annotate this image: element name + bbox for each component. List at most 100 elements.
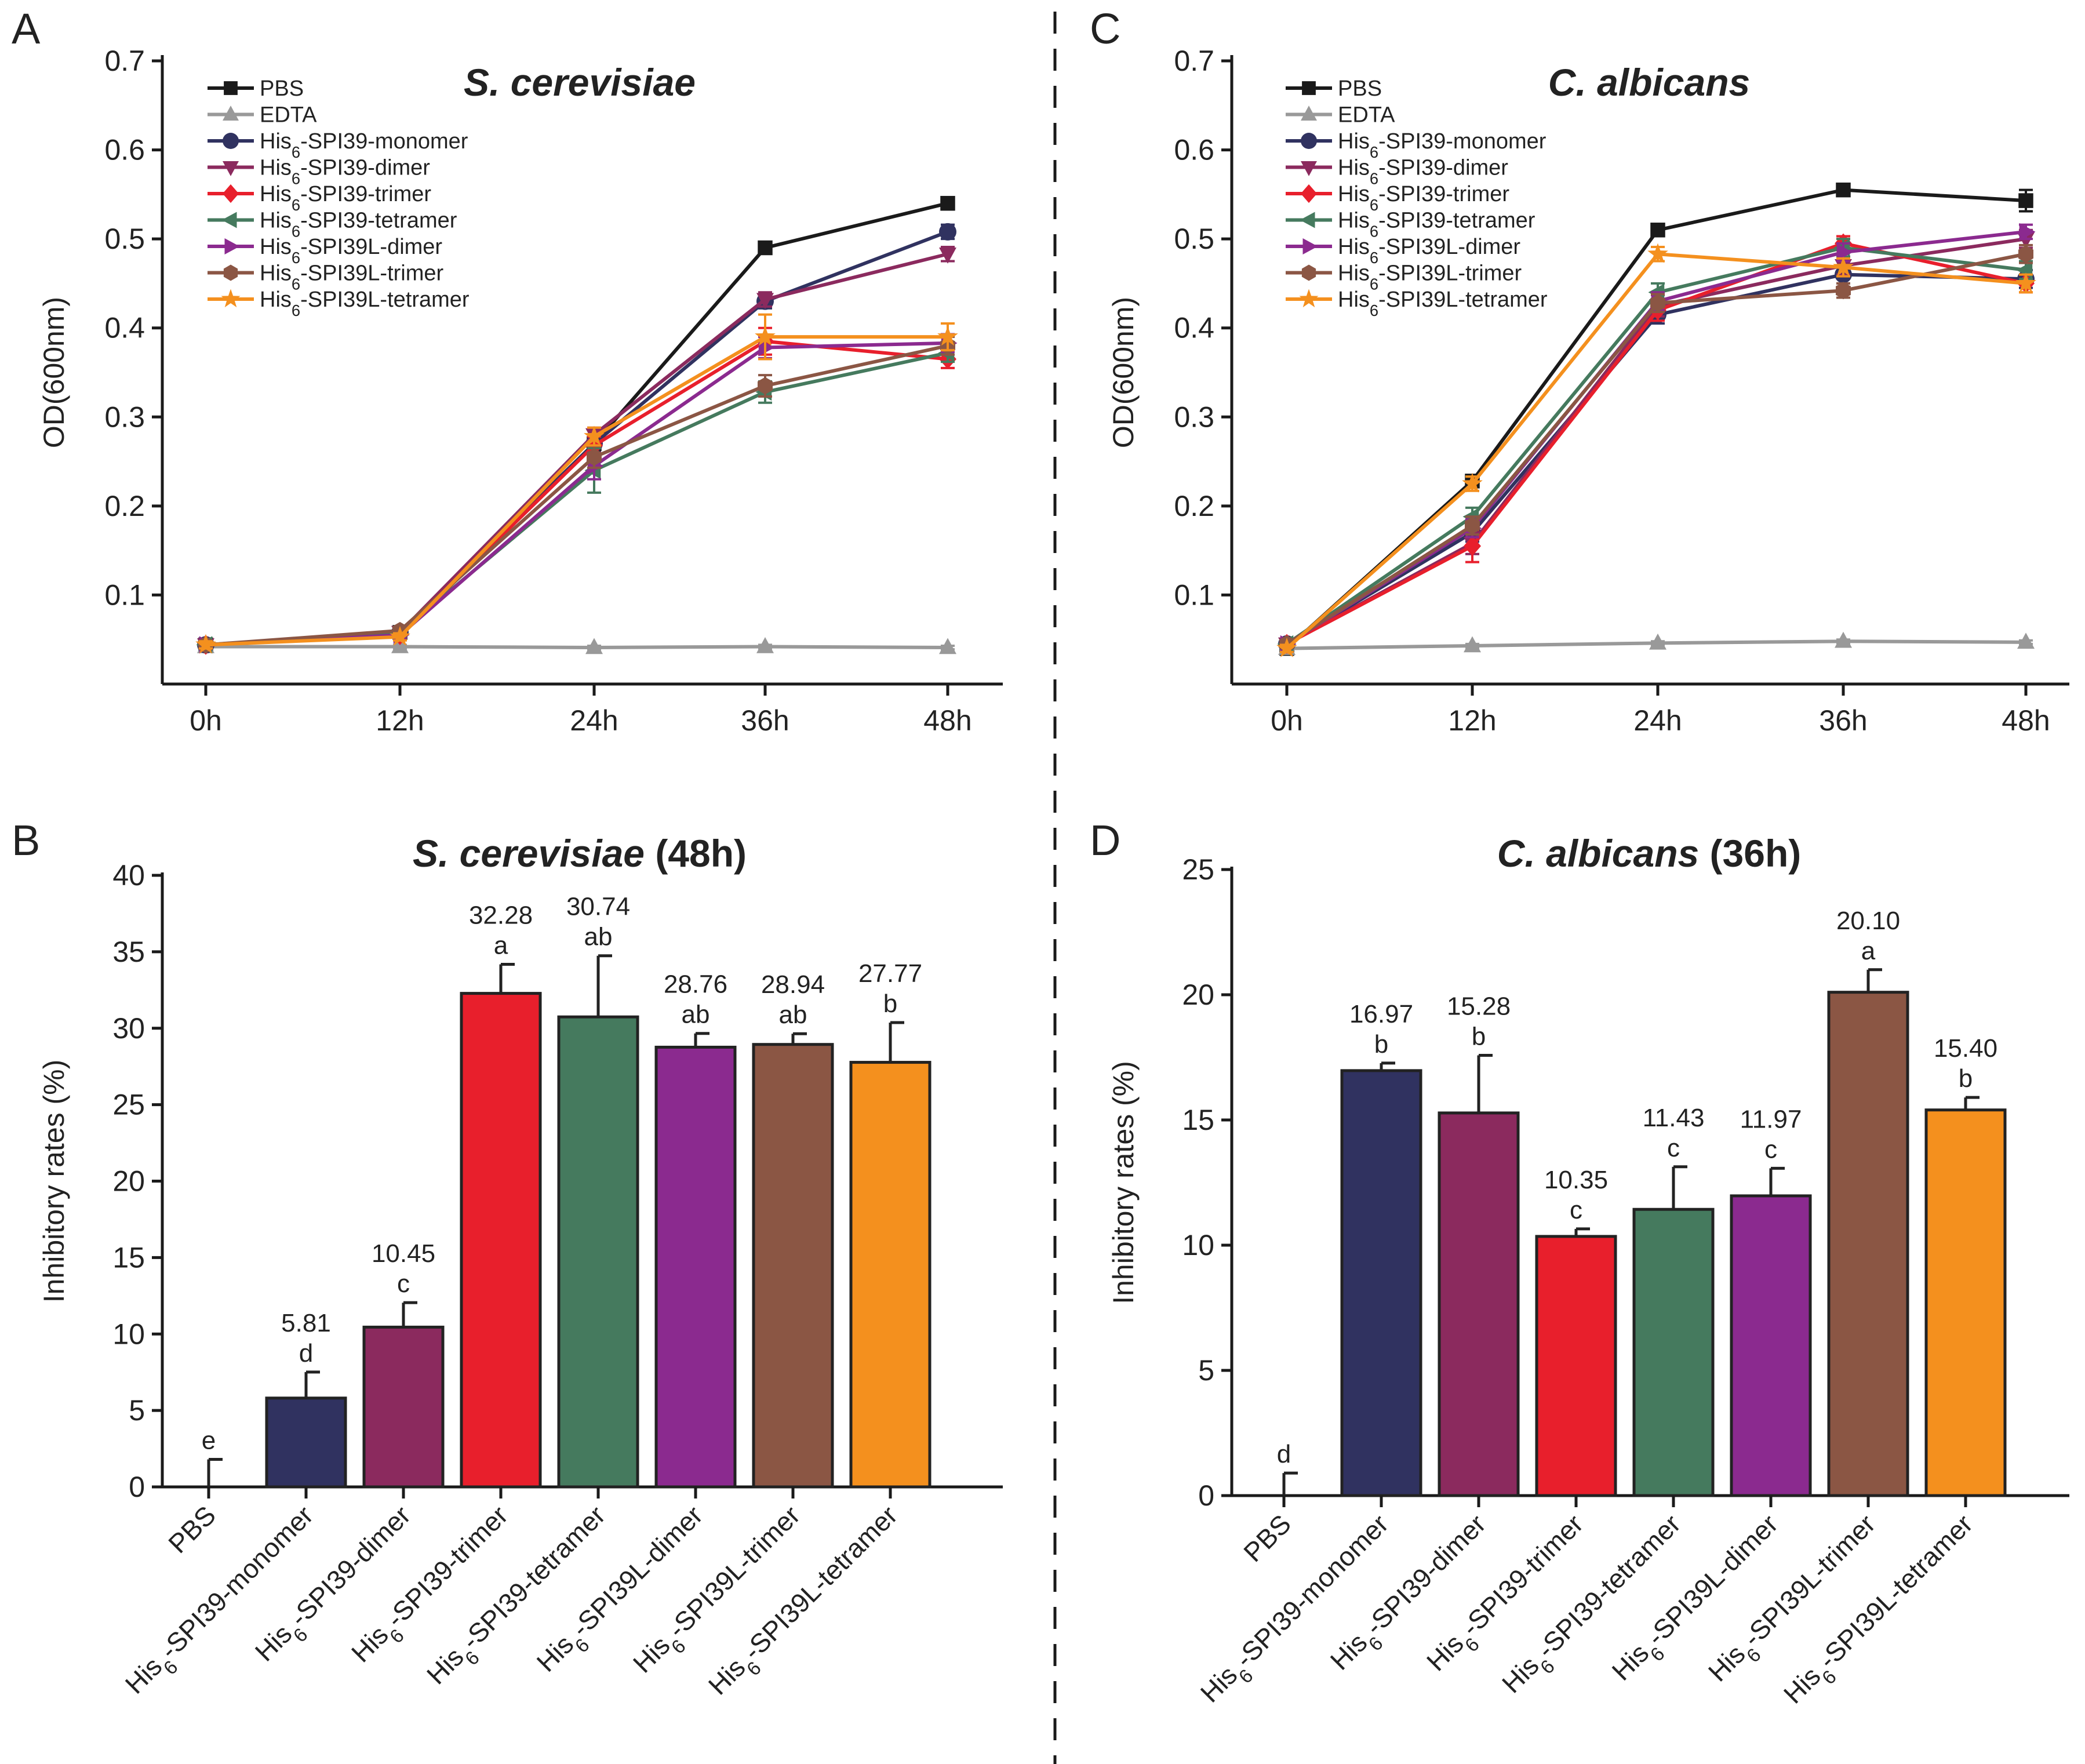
data-point <box>587 448 602 466</box>
bar <box>557 1015 639 1489</box>
legend-label: His6-SPI39-monomer <box>260 129 468 161</box>
data-point <box>1650 223 1665 238</box>
legend-marker <box>223 106 239 121</box>
y-tick-label: 15 <box>112 1241 145 1274</box>
y-tick-label: 15 <box>1182 1104 1214 1136</box>
data-point <box>1464 536 1481 557</box>
legend-marker <box>1301 264 1316 281</box>
y-tick-label: 0.1 <box>104 579 145 611</box>
x-tick-label: 48h <box>2002 704 2050 737</box>
category-label: His6-SPI39L-tetramer <box>703 1500 910 1707</box>
significance-letter: c <box>1667 1134 1680 1162</box>
significance-letter: c <box>1764 1135 1777 1163</box>
series-line <box>205 252 948 647</box>
x-tick-label: 0h <box>190 704 222 737</box>
legend-label: EDTA <box>1338 103 1395 128</box>
legend-marker <box>1299 289 1319 308</box>
data-point <box>939 638 956 654</box>
bar-group: d PBS <box>1238 1440 1298 1567</box>
data-point <box>2019 223 2036 241</box>
y-tick-label: 0.2 <box>104 490 145 522</box>
data-point <box>1833 256 1854 277</box>
legend-marker <box>1302 238 1318 254</box>
data-point <box>1836 243 1853 261</box>
series-his6-spi39l-trimer <box>1279 243 2033 653</box>
bar <box>1632 1207 1715 1497</box>
value-label: 20.10 <box>1836 907 1900 935</box>
x-tick-label: 24h <box>570 704 618 737</box>
significance-letter: c <box>1570 1196 1582 1224</box>
significance-letter: b <box>1472 1023 1486 1051</box>
bar <box>1827 991 1909 1497</box>
significance-letter: ab <box>584 923 613 951</box>
y-tick-label: 0.4 <box>104 312 145 344</box>
y-tick-label: 35 <box>112 936 145 968</box>
data-point <box>940 195 955 211</box>
value-label: 10.35 <box>1544 1166 1608 1194</box>
y-tick-label: 0.5 <box>104 223 145 255</box>
data-point <box>1462 472 1483 493</box>
y-tick-label: 0.1 <box>1174 579 1214 611</box>
y-tick-label: 20 <box>112 1165 145 1198</box>
legend-label: His6-SPI39-tetramer <box>260 209 457 241</box>
bar <box>265 1396 347 1489</box>
bar <box>362 1325 445 1489</box>
y-tick-label: 5 <box>1198 1354 1214 1387</box>
series-line <box>205 351 948 647</box>
series-line <box>206 645 948 650</box>
panel-letter-a: A <box>12 5 41 53</box>
bar <box>1730 1194 1812 1497</box>
y-axis-label: OD(600nm) <box>1107 297 1140 448</box>
value-label: 27.77 <box>858 959 922 988</box>
chart-title: S. cerevisiae (48h) <box>413 832 747 875</box>
data-point <box>1836 282 1851 300</box>
x-tick-label: 36h <box>1819 704 1867 737</box>
line-chart-c: 0.1 0.2 0.3 0.4 0.5 0.6 0.7 0h 12h 24h 36h 48h OD(60… <box>1107 45 2069 737</box>
legend-label: His6-SPI39L-dimer <box>1338 235 1520 267</box>
value-label: 5.81 <box>281 1309 331 1337</box>
data-point <box>1836 182 1851 198</box>
significance-letter: d <box>299 1339 313 1367</box>
legend-label: His6-SPI39-trimer <box>260 182 431 214</box>
legend-marker <box>223 161 239 176</box>
series-edta <box>1278 631 2035 655</box>
y-tick-label: 25 <box>112 1089 145 1121</box>
data-point <box>758 240 773 256</box>
data-point <box>939 223 956 241</box>
series-line <box>205 344 948 647</box>
bar <box>1924 1108 2007 1497</box>
legend-label: His6-SPI39L-tetramer <box>260 288 470 319</box>
significance-letter: a <box>1861 937 1876 965</box>
category-label: His6-SPI39L-dimer <box>531 1500 715 1684</box>
bar-chart-b: 0 5 10 15 20 25 30 35 40 Inhibitory rates (%) e PBS… <box>38 832 1003 1707</box>
series-his6-spi39-monomer <box>1278 264 2035 653</box>
legend-marker <box>1301 106 1317 121</box>
data-point <box>756 293 774 310</box>
y-tick-label: 0.7 <box>104 45 145 77</box>
legend-label: PBS <box>260 77 304 101</box>
legend-label: His6-SPI39-monomer <box>1338 129 1547 161</box>
y-axis-label: Inhibitory rates (%) <box>38 1060 70 1303</box>
y-tick-label: 0.7 <box>1174 45 1214 77</box>
panel-letter-d: D <box>1090 816 1120 864</box>
y-tick-label: 0.3 <box>104 401 145 433</box>
data-point <box>2018 193 2033 208</box>
significance-letter: a <box>494 932 508 960</box>
significance-letter: b <box>1959 1064 1973 1093</box>
panel-letter-b: B <box>12 816 40 864</box>
x-tick-label: 0h <box>1271 704 1303 737</box>
legend-label: His6-SPI39L-trimer <box>1338 261 1522 293</box>
bar <box>1535 1235 1617 1497</box>
significance-letter: c <box>397 1270 410 1298</box>
y-tick-label: 0.6 <box>1174 134 1214 166</box>
data-point <box>584 425 605 446</box>
series-his6-spi39l-tetramer <box>195 313 958 654</box>
legend-marker <box>224 238 240 254</box>
value-label: 28.76 <box>664 970 727 999</box>
series-line <box>205 339 948 647</box>
significance-letter: d <box>1277 1440 1291 1468</box>
y-tick-label: 40 <box>112 859 145 892</box>
chart-title: C. albicans (36h) <box>1497 832 1802 875</box>
